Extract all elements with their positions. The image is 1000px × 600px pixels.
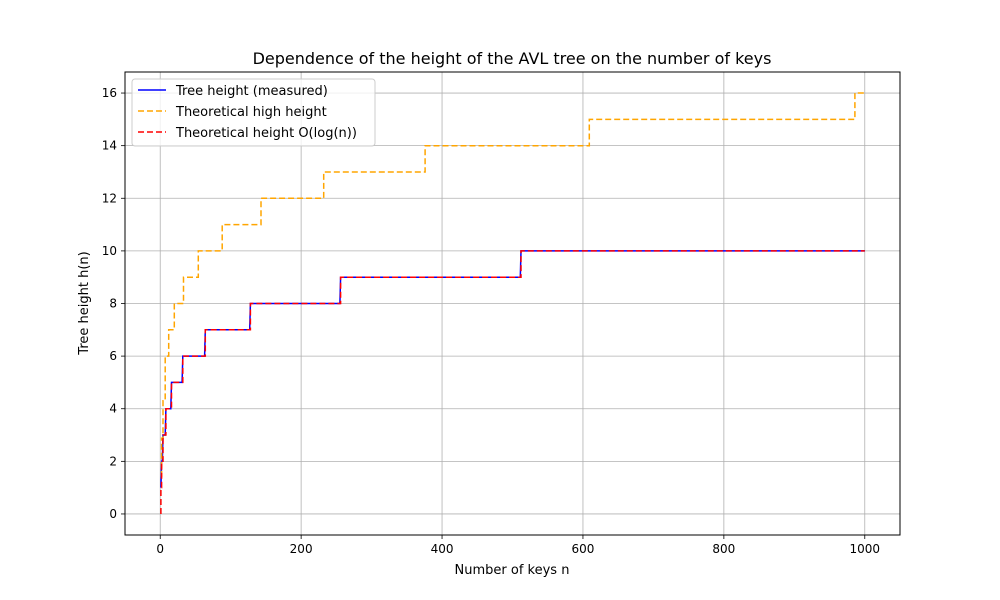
y-axis-label: Tree height h(n) [77, 251, 92, 355]
y-tick-label: 10 [102, 244, 117, 258]
chart-title: Dependence of the height of the AVL tree… [253, 49, 772, 68]
legend-label-2: Theoretical height O(log(n)) [175, 126, 357, 141]
y-tick-label: 4 [109, 402, 117, 416]
y-tick-label: 0 [109, 507, 117, 521]
plot-area [160, 92, 865, 514]
legend-label-0: Tree height (measured) [175, 84, 328, 99]
x-tick-label: 600 [572, 542, 595, 556]
x-tick-label: 200 [290, 542, 313, 556]
x-axis-ticks: 0 200 400 600 800 1000 [156, 535, 880, 556]
x-tick-label: 400 [431, 542, 454, 556]
y-tick-label: 16 [102, 86, 117, 100]
x-tick-label: 1000 [849, 542, 880, 556]
y-axis-ticks: 0 2 4 6 8 10 12 14 16 [102, 86, 125, 521]
y-tick-label: 12 [102, 191, 117, 205]
legend: Tree height (measured) Theoretical high h… [131, 78, 376, 147]
x-axis-label: Number of keys n [455, 563, 570, 578]
y-tick-label: 8 [109, 297, 117, 311]
x-tick-label: 800 [712, 542, 735, 556]
series-line-1 [160, 92, 865, 477]
y-tick-label: 14 [102, 139, 117, 153]
grid [125, 72, 900, 535]
legend-box [131, 78, 376, 147]
y-tick-label: 2 [109, 454, 117, 468]
x-tick-label: 0 [156, 542, 164, 556]
y-tick-label: 6 [109, 349, 117, 363]
legend-label-1: Theoretical high height [175, 105, 327, 120]
series-line-2 [160, 250, 865, 514]
